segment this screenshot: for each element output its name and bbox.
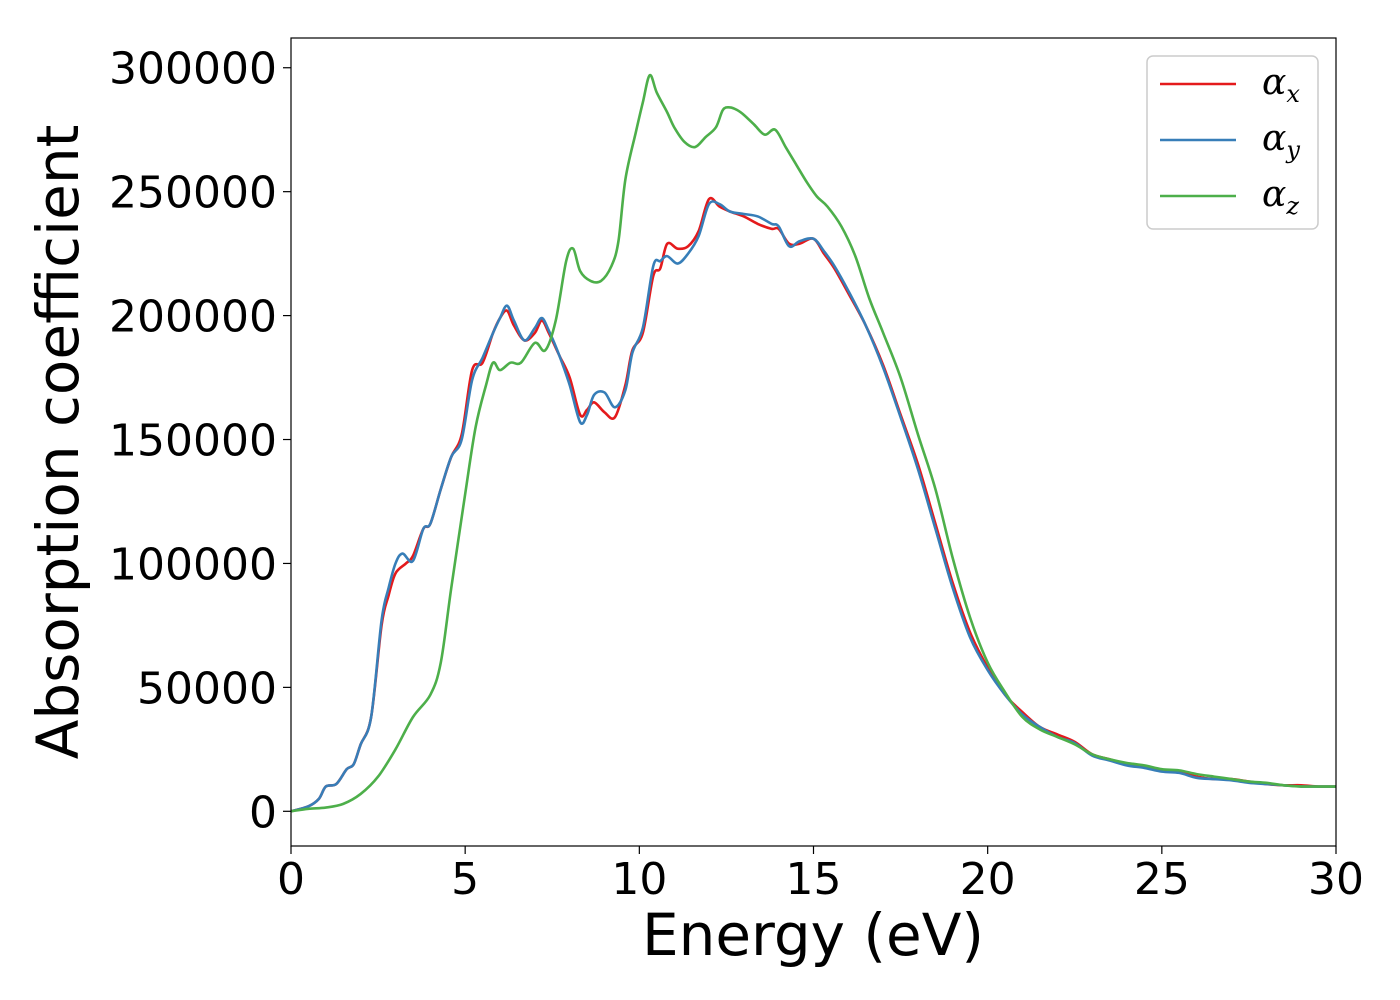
legend-label-x: αx bbox=[1262, 62, 1300, 108]
y-axis-title: Absorption coefficient bbox=[24, 125, 92, 760]
y-tick-label: 0 bbox=[249, 787, 277, 838]
x-axis-title: Energy (eV) bbox=[642, 901, 984, 969]
y-tick-label: 150000 bbox=[109, 416, 277, 467]
y-tick-label: 50000 bbox=[137, 663, 277, 714]
y-tick-label: 100000 bbox=[109, 539, 277, 590]
series-line-x bbox=[291, 196, 1336, 813]
y-tick-label: 250000 bbox=[109, 168, 277, 219]
legend-label-z: αz bbox=[1262, 174, 1299, 220]
x-tick-label: 30 bbox=[1308, 854, 1364, 905]
series-line-z bbox=[291, 73, 1336, 813]
y-tick-label: 200000 bbox=[109, 292, 277, 343]
y-axis: 0 50000 100000 150000 200000 250000 300000 bbox=[109, 44, 291, 838]
legend: αx αy αz bbox=[1146, 55, 1319, 230]
x-tick-label: 15 bbox=[786, 854, 842, 905]
x-tick-label: 5 bbox=[451, 854, 479, 905]
series-line-y bbox=[291, 200, 1336, 813]
x-tick-label: 10 bbox=[611, 854, 667, 905]
x-tick-label: 0 bbox=[277, 854, 305, 905]
y-tick-label: 300000 bbox=[109, 44, 277, 95]
series-layer bbox=[291, 73, 1336, 813]
x-tick-label: 25 bbox=[1134, 854, 1190, 905]
legend-box bbox=[1146, 55, 1319, 230]
x-axis: 0 5 10 15 20 25 30 bbox=[277, 846, 1364, 905]
legend-label-y: αy bbox=[1262, 118, 1300, 164]
x-tick-label: 20 bbox=[960, 854, 1016, 905]
